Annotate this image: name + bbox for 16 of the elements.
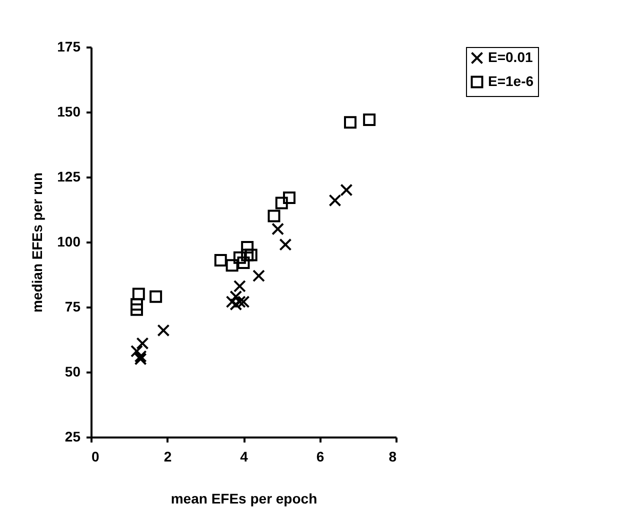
x-axis-title: mean EFEs per epoch [170, 490, 318, 506]
y-tick-label: 125 [57, 168, 81, 184]
y-tick-label: 25 [64, 428, 81, 444]
legend-label: E=0.01 [488, 49, 533, 65]
x-tick-label: 4 [240, 448, 248, 464]
x-tick-label: 0 [92, 448, 100, 464]
x-tick-label: 6 [316, 448, 324, 464]
y-tick-label: 175 [57, 38, 81, 54]
y-tick-label: 75 [64, 298, 81, 314]
legend-label: E=1e-6 [488, 73, 534, 89]
y-tick-label: 150 [57, 104, 81, 120]
y-tick-label: 50 [64, 364, 81, 380]
x-tick-label: 8 [388, 448, 397, 464]
y-axis-title: median EFEs per run [29, 172, 46, 313]
y-tick-label: 100 [57, 234, 81, 250]
x-tick-label: 2 [164, 448, 172, 464]
